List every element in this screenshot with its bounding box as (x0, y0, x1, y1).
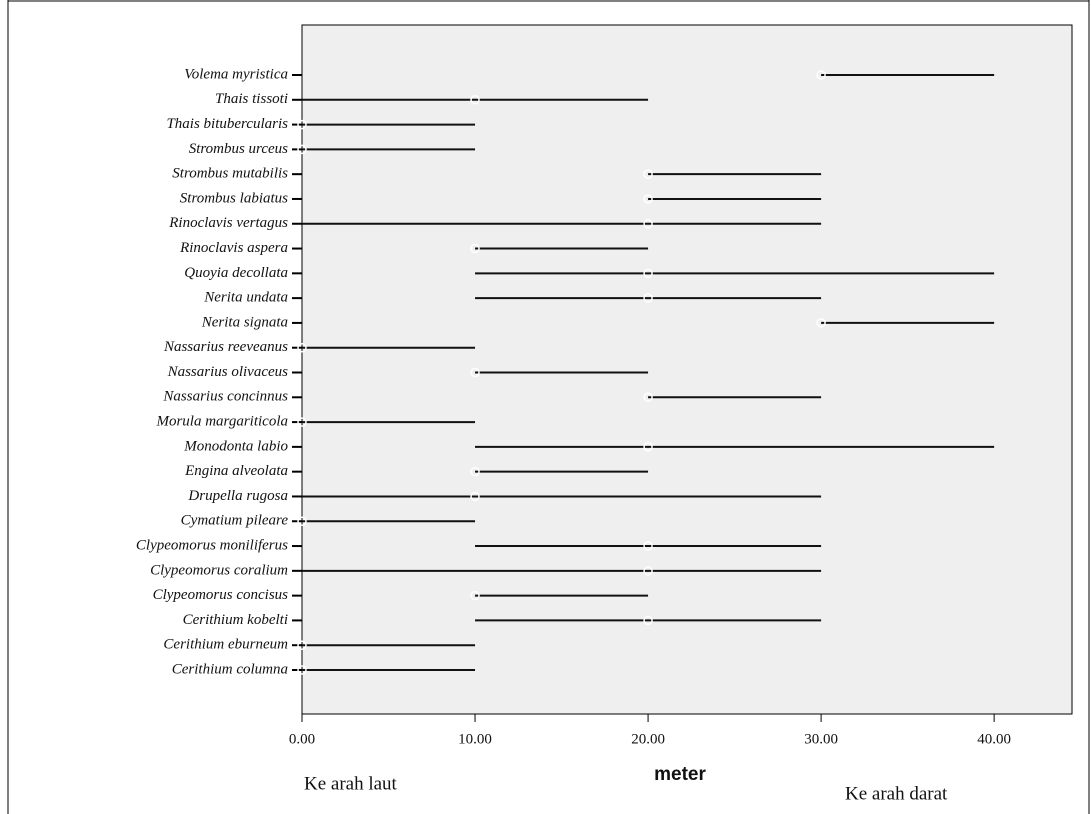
y-tick-label: Volema myristica (184, 66, 288, 82)
y-tick-label: Monodonta labio (183, 438, 288, 454)
y-tick-label: Nassarius reeveanus (163, 339, 288, 355)
x-tick-label: 0.00 (289, 731, 315, 747)
y-tick-label: Nassarius concinnus (162, 389, 288, 405)
x-tick-label: 30.00 (804, 731, 838, 747)
y-tick-label: Nerita signata (201, 314, 288, 330)
y-tick-label: Strombus mutabilis (172, 166, 288, 182)
annotation: Ke arah darat (845, 783, 948, 804)
y-tick-label: Clypeomorus moniliferus (136, 537, 288, 553)
plot-area (302, 25, 1072, 714)
y-tick-label: Nerita undata (203, 290, 288, 306)
y-tick-label: Engina alveolata (184, 463, 288, 479)
y-tick-label: Drupella rugosa (187, 488, 288, 504)
y-tick-label: Cerithium kobelti (183, 612, 288, 628)
y-tick-label: Quoyia decollata (184, 265, 288, 281)
y-tick-label: Nassarius olivaceus (167, 364, 289, 380)
y-tick-label: Rinoclavis vertagus (168, 215, 288, 231)
x-axis-label: meter (654, 764, 706, 785)
y-tick-label: Cymatium pileare (181, 513, 289, 529)
y-tick-label: Clypeomorus coralium (150, 562, 288, 578)
y-tick-label: Thais tissoti (215, 91, 288, 107)
y-tick-label: Morula margariticola (155, 414, 288, 430)
chart: meter Ke arah laut Ke arah darat 0.00 10.… (0, 0, 1091, 814)
y-tick-label: Strombus labiatus (180, 190, 288, 206)
y-tick-label: Cerithium eburneum (163, 637, 288, 653)
y-tick-label: Thais bitubercularis (166, 116, 288, 132)
y-tick-label: Clypeomorus concisus (153, 587, 289, 603)
annotation: Ke arah laut (304, 773, 398, 794)
x-tick-label: 20.00 (631, 731, 665, 747)
y-tick-label: Strombus urceus (189, 141, 288, 157)
x-tick-label: 40.00 (977, 731, 1011, 747)
x-tick-label: 10.00 (458, 731, 492, 747)
y-tick-label: Rinoclavis aspera (179, 240, 288, 256)
y-tick-label: Cerithium columna (172, 661, 288, 677)
